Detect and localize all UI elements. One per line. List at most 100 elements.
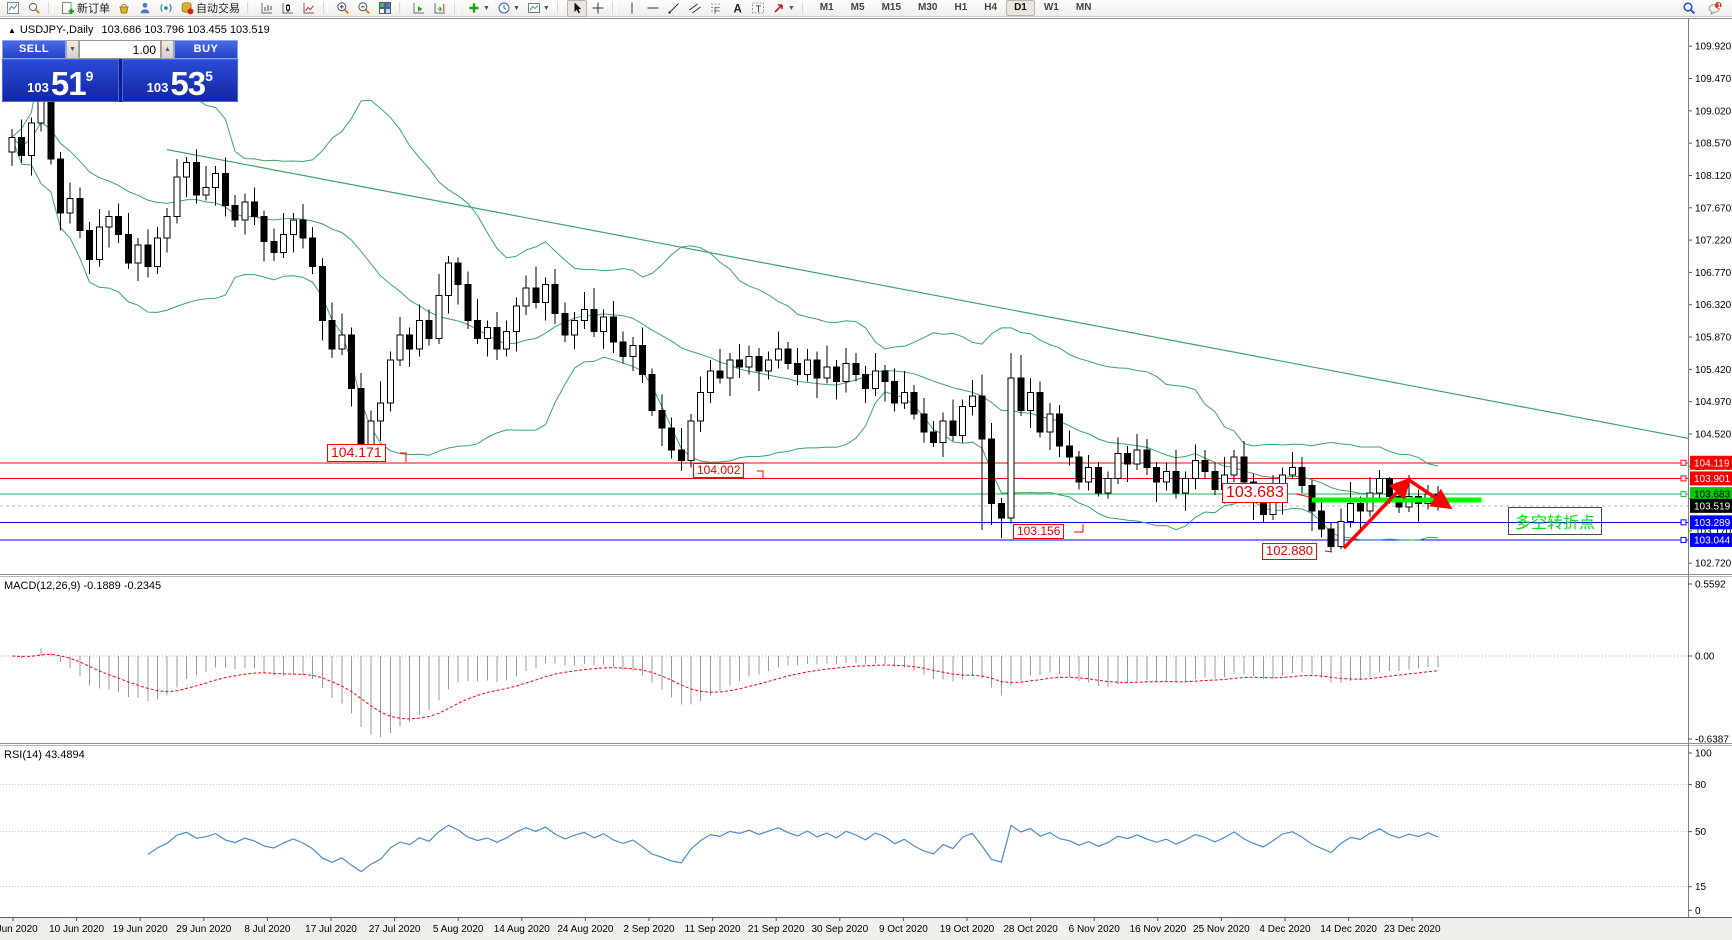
- toolbar-separator: [48, 2, 53, 14]
- svg-text:106.320: 106.320: [1695, 300, 1732, 311]
- broadcast-icon[interactable]: [156, 0, 176, 17]
- svg-text:24 Aug 2020: 24 Aug 2020: [557, 924, 614, 935]
- svg-text:14 Dec 2020: 14 Dec 2020: [1320, 924, 1377, 935]
- indicators-icon[interactable]: ▼: [464, 0, 493, 17]
- crosshair-icon[interactable]: [588, 0, 608, 17]
- svg-text:103.044: 103.044: [1694, 535, 1731, 546]
- auto-trading-button[interactable]: 自动交易: [177, 0, 243, 17]
- timeframe-m5[interactable]: M5: [850, 2, 865, 13]
- svg-text:8 Jul 2020: 8 Jul 2020: [244, 924, 291, 935]
- svg-text:109.920: 109.920: [1695, 42, 1732, 53]
- svg-text:0.5592: 0.5592: [1695, 580, 1726, 591]
- zoom-out-icon[interactable]: [354, 0, 374, 17]
- price-annotation-104.171[interactable]: 104.171: [327, 444, 386, 462]
- svg-text:27 Jul 2020: 27 Jul 2020: [369, 924, 421, 935]
- svg-text:T: T: [755, 4, 761, 14]
- price-annotation-103.156[interactable]: 103.156: [1013, 524, 1065, 540]
- toolbar-separator: [454, 2, 459, 14]
- chevron-down-icon: ▼: [512, 4, 520, 12]
- svg-text:A: A: [733, 4, 741, 16]
- buy-price-big: 53: [170, 65, 206, 102]
- svg-text:1: 1: [1717, 3, 1721, 10]
- price-annotation-103.683[interactable]: 103.683: [1222, 483, 1288, 503]
- new-chart-icon[interactable]: [3, 0, 23, 17]
- zoom-in-icon[interactable]: [333, 0, 353, 17]
- svg-text:-0.6387: -0.6387: [1695, 735, 1729, 746]
- timeframe-d1[interactable]: D1: [1006, 0, 1035, 16]
- sell-price-prefix: 103: [27, 80, 49, 95]
- svg-text:14 Aug 2020: 14 Aug 2020: [494, 924, 551, 935]
- notifications-icon[interactable]: 1: [1705, 0, 1725, 17]
- volume-increase-button[interactable]: ▲: [161, 40, 174, 59]
- macd-label: MACD(12,26,9) -0.1889 -0.2345: [4, 580, 162, 592]
- search-icon[interactable]: [1679, 0, 1699, 17]
- svg-text:103.170: 103.170: [1695, 526, 1732, 537]
- svg-text:19 Oct 2020: 19 Oct 2020: [940, 924, 995, 935]
- svg-text:5 Aug 2020: 5 Aug 2020: [433, 924, 484, 935]
- line-chart-mode-icon[interactable]: [299, 0, 319, 17]
- timeframe-h4[interactable]: H4: [984, 2, 998, 13]
- styler-icon[interactable]: [114, 0, 134, 17]
- svg-text:29 Jun 2020: 29 Jun 2020: [176, 924, 231, 935]
- svg-text:100: 100: [1695, 749, 1712, 760]
- cursor-icon[interactable]: [566, 0, 587, 17]
- text-label-icon[interactable]: T: [748, 0, 768, 17]
- svg-text:107.670: 107.670: [1695, 203, 1732, 214]
- auto-scroll-icon[interactable]: [409, 0, 429, 17]
- svg-text:106.770: 106.770: [1695, 268, 1732, 279]
- arrows-icon[interactable]: ▼: [769, 0, 798, 17]
- svg-text:6 Nov 2020: 6 Nov 2020: [1069, 924, 1121, 935]
- buy-button[interactable]: BUY: [174, 40, 238, 59]
- chevron-down-icon: ▼: [787, 4, 795, 12]
- toolbar-separator: [611, 2, 617, 14]
- candlestick-mode-icon[interactable]: [278, 0, 298, 17]
- timeframe-m15[interactable]: M15: [881, 2, 902, 13]
- timeframe-m1[interactable]: M1: [819, 2, 834, 13]
- svg-text:103.683: 103.683: [1694, 490, 1731, 501]
- periods-icon[interactable]: ▼: [494, 0, 523, 17]
- data-window-icon[interactable]: [24, 0, 44, 17]
- symbol-name: USDJPY-,Daily: [19, 24, 94, 36]
- svg-text:102.720: 102.720: [1695, 559, 1732, 570]
- svg-text:105.420: 105.420: [1695, 365, 1732, 376]
- buy-price-pip: 5: [205, 68, 213, 84]
- symbol-info: ▲ USDJPY-,Daily 103.686 103.796 103.455 10…: [8, 24, 270, 36]
- timeframe-h1[interactable]: H1: [954, 2, 968, 13]
- timeframe-w1[interactable]: W1: [1043, 2, 1059, 13]
- bull-bear-turning-point-note[interactable]: 多空转折点: [1508, 507, 1603, 535]
- fibonacci-icon[interactable]: F: [706, 0, 726, 17]
- chart-canvas[interactable]: 102.720103.170103.620104.070104.520104.9…: [0, 19, 1732, 940]
- templates-icon[interactable]: ▼: [524, 0, 553, 17]
- svg-text:50: 50: [1695, 827, 1707, 838]
- text-icon[interactable]: A: [727, 0, 747, 17]
- svg-text:10 Jun 2020: 10 Jun 2020: [49, 924, 104, 935]
- buy-price-button[interactable]: 103 53 5: [121, 59, 238, 102]
- price-annotation-102.880[interactable]: 102.880: [1262, 543, 1317, 560]
- horizontal-line-icon[interactable]: [643, 0, 663, 17]
- volume-decrease-button[interactable]: ▼: [66, 40, 79, 59]
- chart-shift-icon[interactable]: [430, 0, 450, 17]
- collapse-marker-icon[interactable]: ▲: [8, 26, 16, 35]
- tile-windows-icon[interactable]: [375, 0, 395, 17]
- sell-price-button[interactable]: 103 51 9: [2, 59, 119, 102]
- sell-button[interactable]: SELL: [2, 40, 66, 59]
- vertical-line-icon[interactable]: [622, 0, 642, 17]
- trendline-icon[interactable]: [664, 0, 684, 17]
- svg-text:9 Oct 2020: 9 Oct 2020: [879, 924, 928, 935]
- volume-input[interactable]: [80, 41, 160, 58]
- rsi-value: 43.4894: [44, 749, 85, 761]
- svg-text:28 Oct 2020: 28 Oct 2020: [1003, 924, 1058, 935]
- svg-text:103.289: 103.289: [1694, 518, 1731, 529]
- macd-signal-value: -0.2345: [123, 580, 162, 592]
- timeframe-mn[interactable]: MN: [1075, 2, 1092, 13]
- svg-text:19 Jun 2020: 19 Jun 2020: [113, 924, 168, 935]
- equidistant-channel-icon[interactable]: [685, 0, 705, 17]
- profile-icon[interactable]: [135, 0, 155, 17]
- price-annotation-104.002[interactable]: 104.002: [693, 463, 745, 479]
- svg-text:0.00: 0.00: [1695, 652, 1715, 663]
- new-order-button[interactable]: 新订单: [58, 0, 113, 17]
- svg-text:15: 15: [1695, 882, 1707, 893]
- bar-chart-mode-icon[interactable]: [257, 0, 277, 17]
- timeframe-m30[interactable]: M30: [918, 2, 938, 13]
- toolbar-separator: [247, 2, 252, 14]
